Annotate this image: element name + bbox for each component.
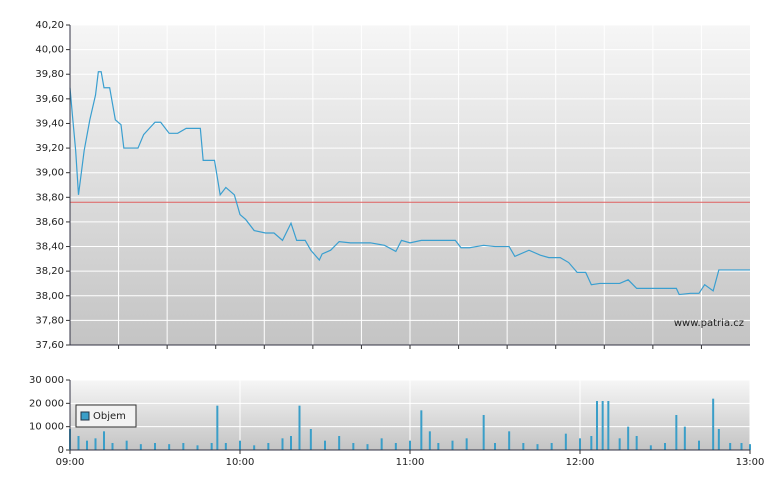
volume-bar: [664, 443, 666, 450]
x-tick-label: 09:00: [56, 457, 85, 468]
volume-bar: [125, 440, 128, 450]
volume-bar: [649, 445, 652, 450]
y-tick-label: 30 000: [29, 375, 64, 386]
y-tick-label: 37,80: [35, 315, 64, 326]
volume-bar: [338, 436, 341, 450]
volume-bar: [717, 429, 720, 450]
y-tick-label: 40,00: [35, 45, 64, 56]
legend-swatch: [80, 411, 90, 421]
y-tick-label: 40,20: [35, 20, 64, 31]
x-tick-label: 12:00: [566, 457, 595, 468]
volume-bar: [729, 443, 732, 450]
volume-bar: [749, 444, 751, 450]
y-tick-label: 39,40: [35, 118, 64, 129]
legend-label: Objem: [93, 411, 126, 422]
volume-bar: [579, 438, 581, 450]
volume-bar: [564, 433, 567, 450]
volume-bar: [77, 436, 80, 450]
volume-bar: [420, 410, 423, 450]
volume-bar: [675, 415, 678, 450]
volume-bar: [380, 438, 383, 450]
volume-bar: [536, 444, 539, 450]
y-tick-label: 10 000: [29, 422, 64, 433]
volume-bar: [281, 438, 284, 450]
volume-bar: [224, 443, 227, 450]
volume-bar: [522, 443, 525, 450]
y-tick-label: 39,00: [35, 168, 64, 179]
volume-bar: [267, 443, 270, 450]
volume-bar: [683, 426, 686, 450]
legend-box: [75, 404, 137, 428]
volume-bar: [508, 431, 511, 450]
volume-bar: [253, 445, 256, 450]
volume-bar: [712, 398, 715, 450]
volume-bar: [494, 443, 496, 450]
volume-bar: [394, 443, 397, 450]
volume-bar: [590, 436, 593, 450]
x-tick-label: 11:00: [396, 457, 425, 468]
volume-bar: [607, 401, 610, 450]
volume-bar: [409, 440, 411, 450]
volume-bar: [366, 444, 369, 450]
y-tick-label: 38,00: [35, 291, 64, 302]
volume-bar: [618, 438, 621, 450]
volume-bar: [627, 426, 630, 450]
volume-bar: [482, 415, 485, 450]
volume-bar: [465, 438, 468, 450]
volume-bar: [239, 440, 241, 450]
y-tick-label: 20 000: [29, 398, 64, 409]
y-tick-label: 38,60: [35, 217, 64, 228]
volume-bar: [196, 445, 199, 450]
y-tick-label: 38,20: [35, 266, 64, 277]
y-tick-label: 39,60: [35, 94, 64, 105]
volume-bar: [596, 401, 598, 450]
volume-bar: [309, 429, 312, 450]
volume-bar: [168, 444, 171, 450]
volume-bar: [139, 444, 142, 450]
volume-bar: [154, 443, 156, 450]
y-tick-label: 0: [58, 445, 64, 456]
volume-bar: [428, 431, 431, 450]
volume-bar: [550, 443, 553, 450]
price-line: [69, 71, 750, 296]
x-tick-label: 13:00: [736, 457, 765, 468]
volume-bar: [86, 440, 88, 450]
volume-bar: [290, 436, 292, 450]
volume-bar: [740, 443, 743, 450]
volume-bar: [352, 443, 355, 450]
volume-bar: [182, 443, 185, 450]
x-tick-label: 10:00: [226, 457, 255, 468]
volume-bar: [216, 405, 219, 450]
volume-bar: [635, 436, 638, 450]
y-tick-label: 38,40: [35, 242, 64, 253]
volume-bar: [298, 405, 301, 450]
y-tick-label: 38,80: [35, 192, 64, 203]
volume-bar: [103, 431, 105, 450]
y-tick-label: 37,60: [35, 340, 64, 351]
y-tick-label: 39,20: [35, 143, 64, 154]
volume-bar: [111, 443, 114, 450]
watermark: www.patria.cz: [674, 318, 744, 329]
volume-bar: [210, 443, 213, 450]
volume-bar: [94, 438, 97, 450]
y-tick-label: 39,80: [35, 69, 64, 80]
volume-bar: [451, 440, 454, 450]
volume-bar: [324, 440, 326, 450]
volume-bar: [437, 443, 440, 450]
volume-bar: [698, 440, 700, 450]
volume-bar: [601, 401, 604, 450]
